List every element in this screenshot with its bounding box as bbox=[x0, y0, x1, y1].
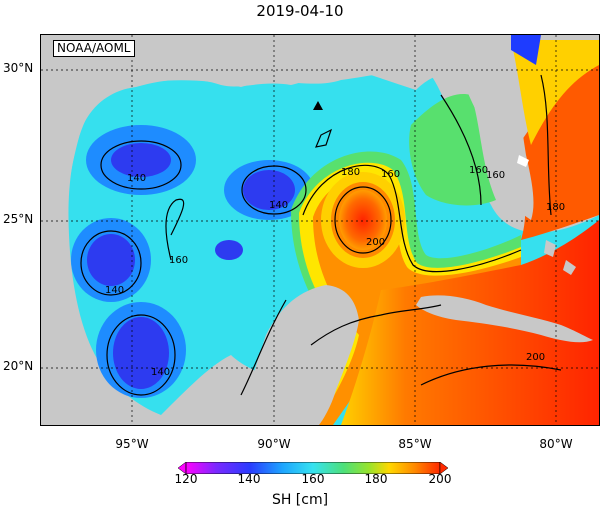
gulf-stream-north bbox=[511, 40, 599, 145]
colorbar-tick: 180 bbox=[364, 472, 388, 486]
contour-label: 200 bbox=[526, 352, 545, 363]
lat-label: 20°N bbox=[3, 359, 34, 373]
station-triangle-marker bbox=[313, 101, 323, 110]
land-bahamas bbox=[563, 260, 576, 275]
low-region bbox=[111, 143, 171, 177]
lat-label: 25°N bbox=[3, 212, 34, 226]
contours bbox=[80, 74, 562, 396]
contour-label: 160 bbox=[381, 169, 400, 180]
contour-label: 160 bbox=[469, 165, 488, 176]
graticule bbox=[41, 35, 599, 425]
contour-label: 140 bbox=[105, 285, 124, 296]
contour-label: 200 bbox=[366, 237, 385, 248]
land-bahamas bbox=[544, 240, 556, 257]
lat-label: 30°N bbox=[3, 61, 34, 75]
land-florida bbox=[461, 65, 534, 220]
contour-label: 180 bbox=[546, 202, 565, 213]
colorbar-tick: 120 bbox=[174, 472, 198, 486]
contour-label: 160 bbox=[486, 170, 505, 181]
lon-label: 90°W bbox=[257, 437, 291, 451]
low-region bbox=[113, 317, 169, 389]
contour-label: 140 bbox=[269, 200, 288, 211]
caribbean-warm bbox=[341, 220, 599, 425]
contour-label: 160 bbox=[169, 255, 188, 266]
colorbar-label: SH [cm] bbox=[271, 492, 329, 508]
contour-label: 180 bbox=[341, 167, 360, 178]
colorbar bbox=[177, 459, 449, 475]
low-region bbox=[215, 240, 243, 260]
colorbar-tick: 200 bbox=[428, 472, 452, 486]
lon-label: 80°W bbox=[539, 437, 573, 451]
lake-okeechobee bbox=[517, 155, 529, 167]
map-title: 2019-04-10 bbox=[256, 2, 344, 20]
contour-label: 140 bbox=[127, 173, 146, 184]
lon-label: 95°W bbox=[115, 437, 149, 451]
low-region bbox=[243, 170, 295, 210]
sea-height-map: 140 140 140 140 160 160 160 180 180 200 … bbox=[41, 35, 599, 425]
land-mainland bbox=[41, 35, 599, 425]
contour-label: 140 bbox=[151, 367, 170, 378]
land-yucatan bbox=[241, 285, 359, 425]
atlantic-low bbox=[511, 35, 541, 65]
map-panel: 140 140 140 140 160 160 160 180 180 200 … bbox=[40, 34, 600, 426]
colorbar-tick: 140 bbox=[237, 472, 261, 486]
eddy-core bbox=[339, 190, 387, 250]
colorbar-tick: 160 bbox=[301, 472, 325, 486]
credit-label: NOAA/AOML bbox=[53, 40, 135, 57]
low-region bbox=[87, 234, 135, 286]
lon-label: 85°W bbox=[398, 437, 432, 451]
east-gulf-green bbox=[409, 94, 496, 206]
land-cuba bbox=[416, 295, 593, 343]
